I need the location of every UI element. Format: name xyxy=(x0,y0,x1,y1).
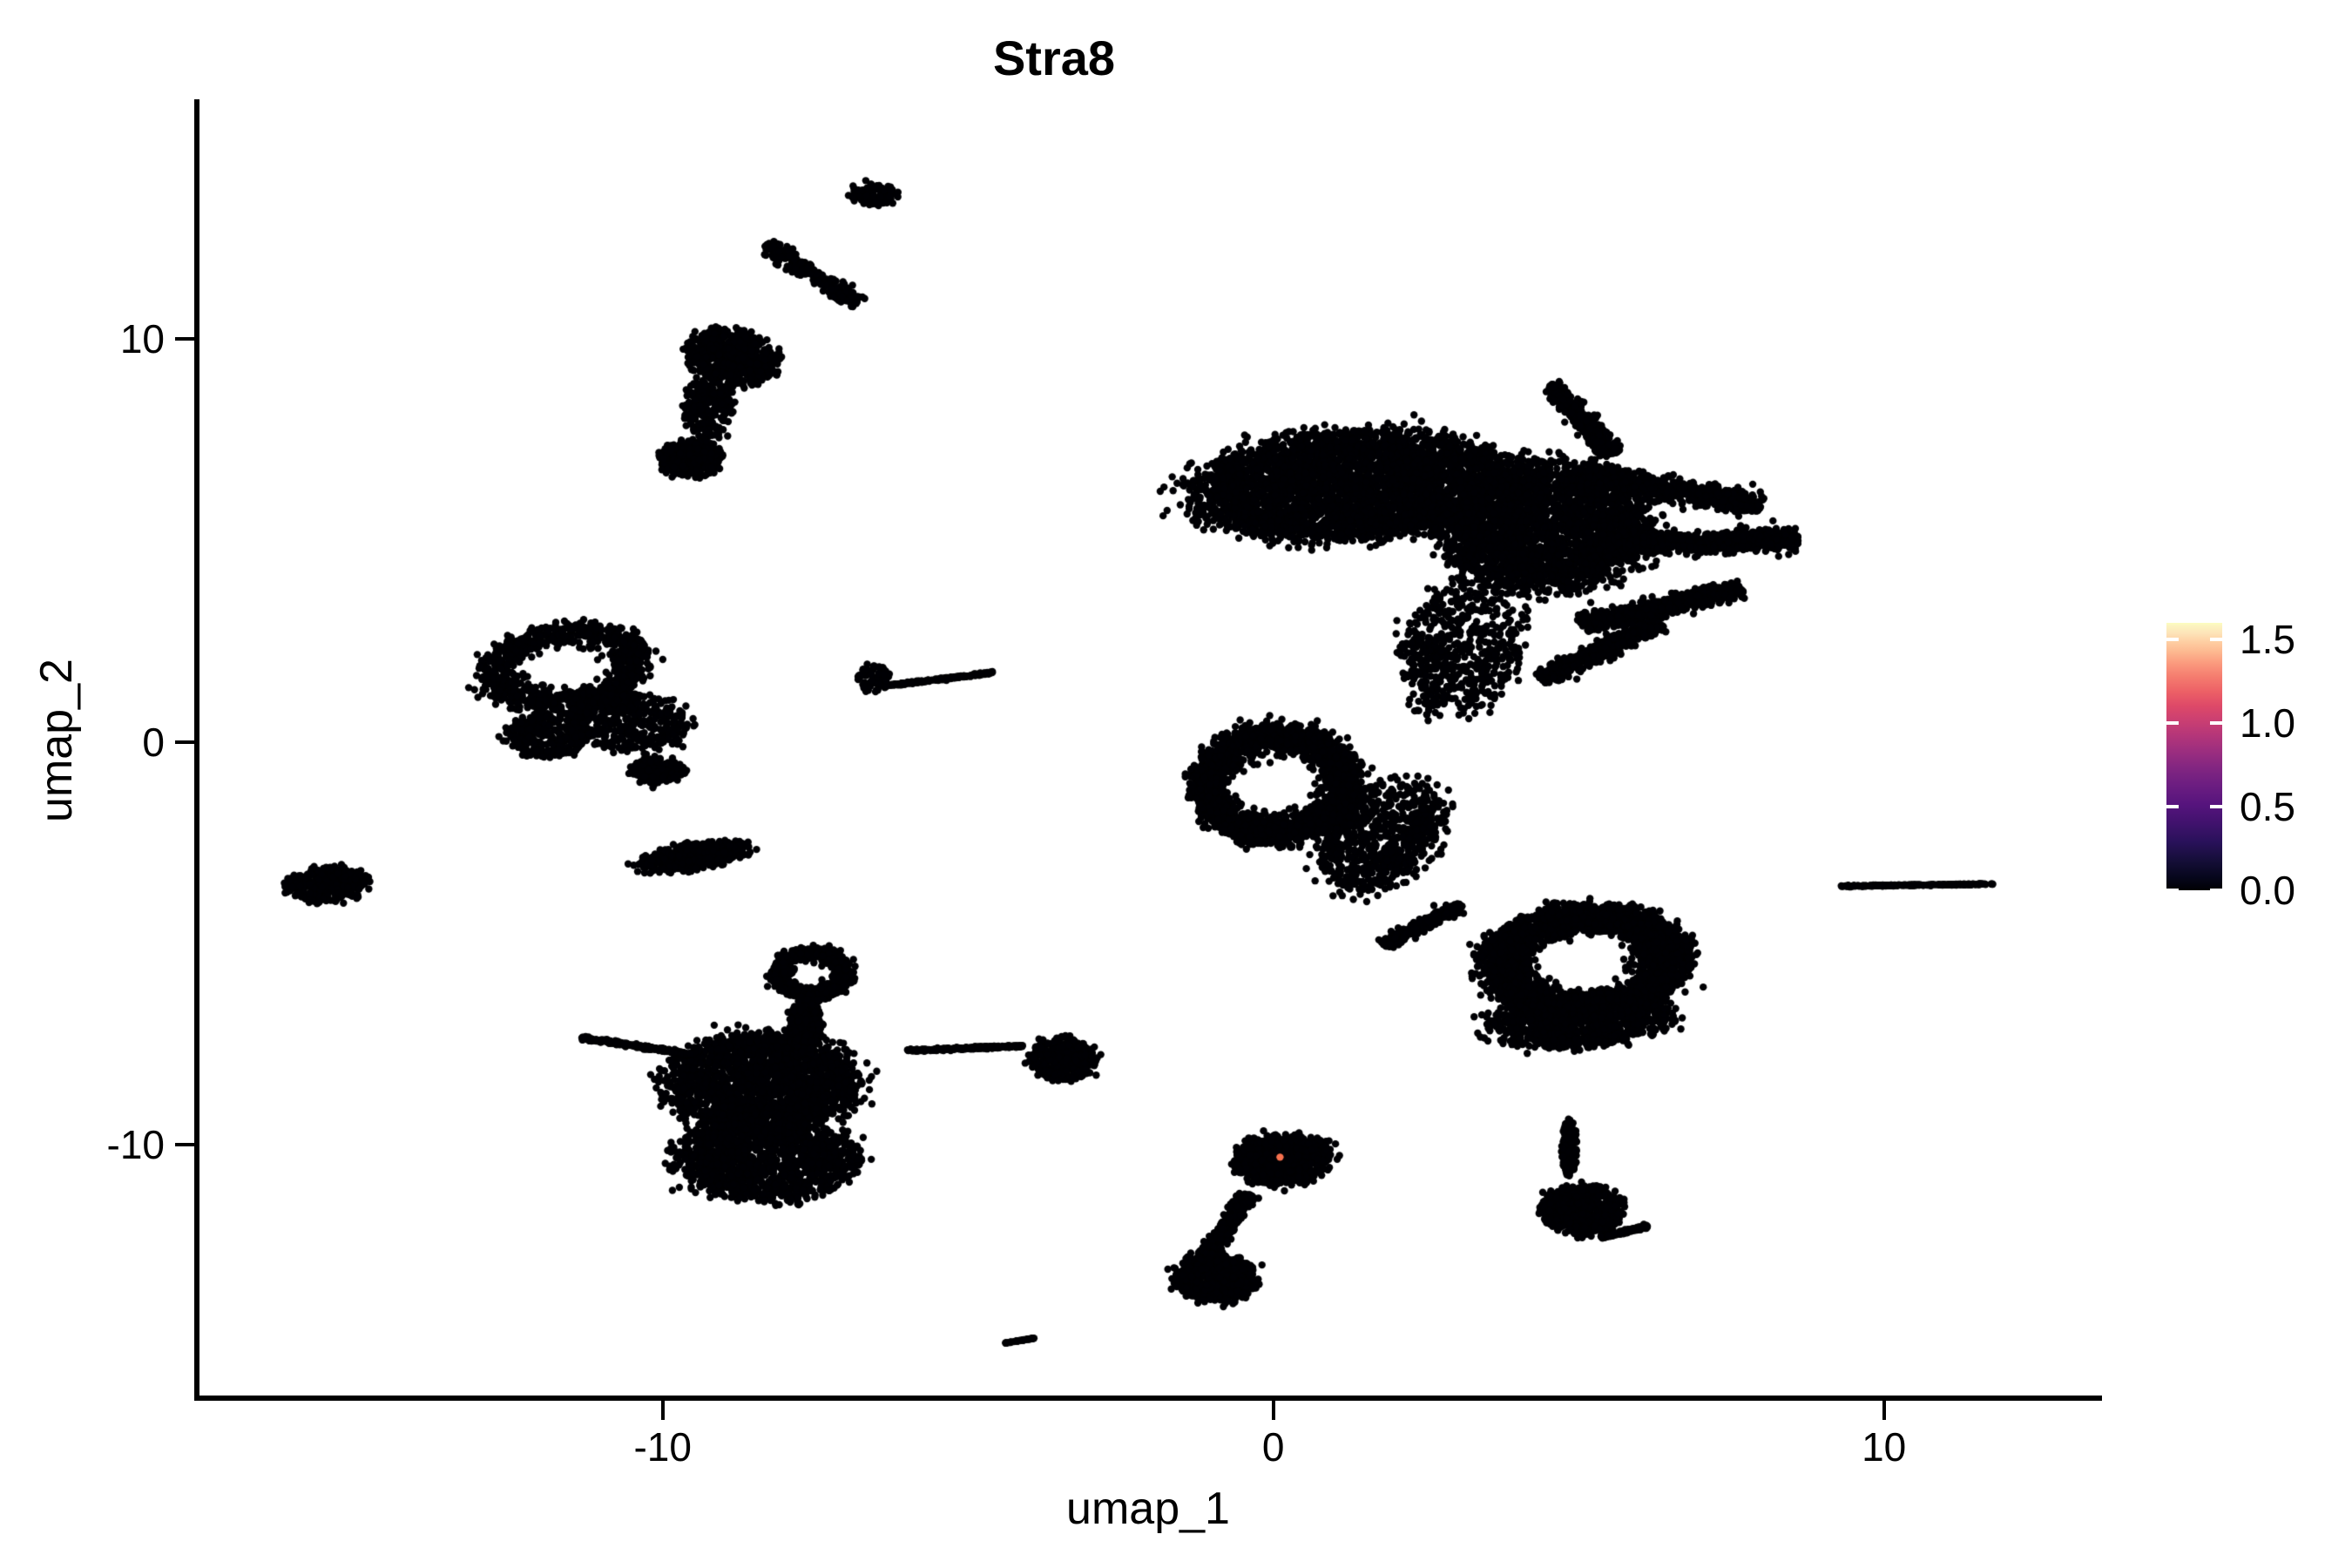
x-tick-label: -10 xyxy=(633,1424,692,1470)
colorbar-tick-mark xyxy=(2166,721,2179,726)
y-tick-label: 10 xyxy=(119,316,165,362)
colorbar-tick-mark xyxy=(2166,638,2179,642)
colorbar-tick-mark xyxy=(2210,638,2222,642)
y-tick-mark xyxy=(175,740,194,744)
plot-panel xyxy=(199,101,2098,1399)
x-tick-label: 0 xyxy=(1261,1424,1285,1470)
colorbar-tick-mark xyxy=(2166,889,2179,892)
x-tick-mark xyxy=(1271,1401,1275,1420)
y-tick-mark xyxy=(175,337,194,341)
x-tick-mark xyxy=(660,1401,665,1420)
colorbar-tick-mark xyxy=(2210,805,2222,809)
colorbar-tick-mark xyxy=(2210,889,2222,892)
y-axis-title: umap_2 xyxy=(31,659,82,822)
page-title: Stra8 xyxy=(992,30,1116,85)
colorbar-tick-label: 1.5 xyxy=(2240,617,2295,663)
colorbar-legend xyxy=(2166,623,2222,890)
x-axis-line xyxy=(194,1396,2102,1401)
x-axis-title: umap_1 xyxy=(1066,1484,1230,1534)
y-tick-mark xyxy=(175,1143,194,1147)
colorbar-tick-mark xyxy=(2210,721,2222,726)
colorbar-gradient xyxy=(2166,623,2222,890)
scatter-points-canvas xyxy=(199,101,2098,1399)
colorbar-tick-label: 1.0 xyxy=(2240,700,2295,747)
x-tick-mark xyxy=(1882,1401,1886,1420)
y-tick-label: -10 xyxy=(106,1122,165,1168)
colorbar-tick-label: 0.5 xyxy=(2240,784,2295,830)
y-axis-line xyxy=(194,99,199,1401)
x-tick-label: 10 xyxy=(1862,1424,1907,1470)
y-tick-label: 0 xyxy=(142,719,165,765)
colorbar-tick-mark xyxy=(2166,805,2179,809)
colorbar-tick-label: 0.0 xyxy=(2240,868,2295,913)
